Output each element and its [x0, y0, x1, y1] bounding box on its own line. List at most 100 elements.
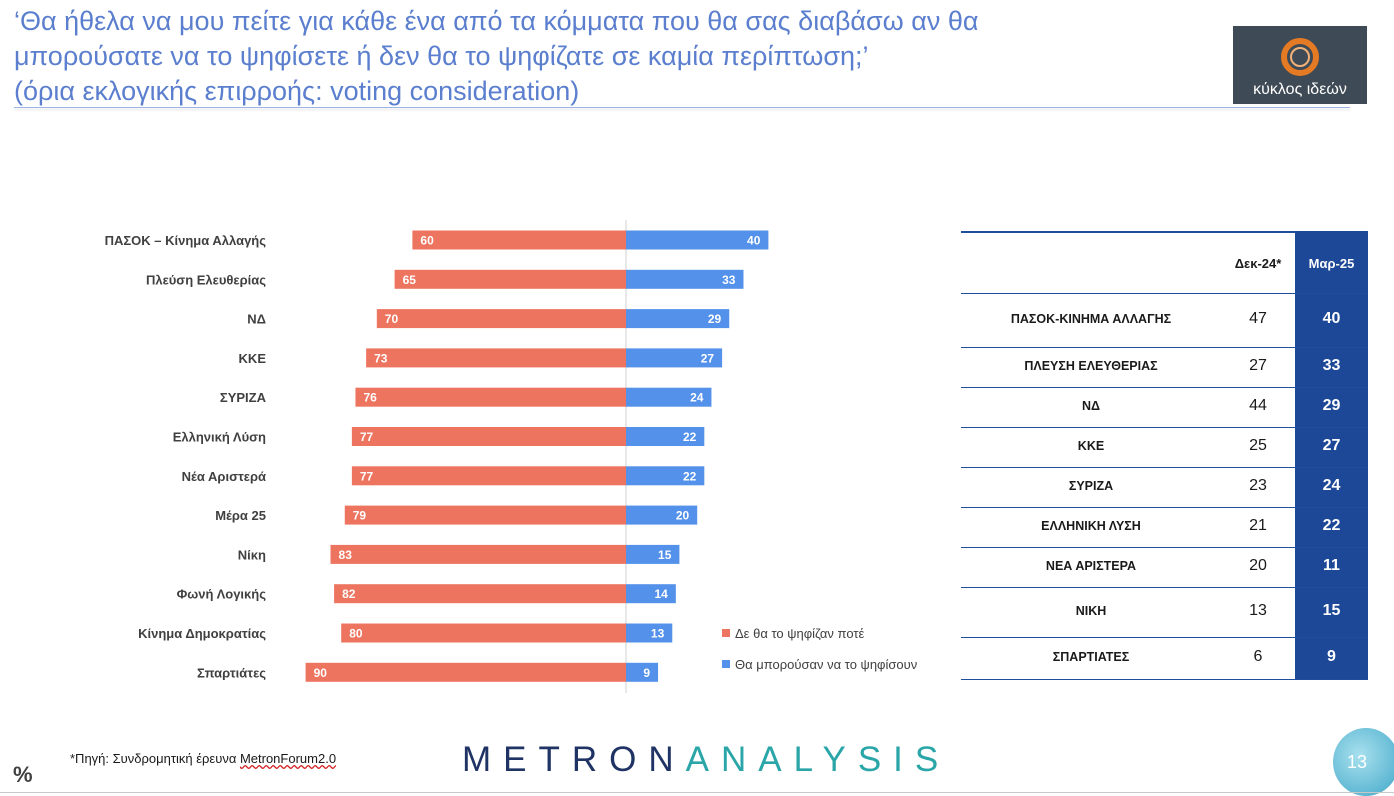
table-separator — [961, 679, 1368, 680]
bar-could-label: 22 — [683, 430, 697, 444]
table-row-dec24: 27 — [1249, 357, 1267, 374]
bar-never-label: 60 — [420, 234, 434, 248]
kyklos-ideon-logo: κύκλος ιδεών — [1233, 26, 1367, 104]
legend-label-never: Δε θα το ψηφίζαν ποτέ — [735, 626, 865, 641]
bar-could — [626, 309, 730, 329]
bar-never — [330, 544, 626, 564]
table-row-dec24: 47 — [1249, 310, 1267, 327]
category-label: Ελληνική Λύση — [173, 430, 266, 445]
bar-could — [626, 466, 705, 486]
diverging-bar-chart: ΠΑΣΟΚ – Κίνημα Αλλαγής 60 40 Πλεύση Ελευθερ… — [105, 220, 769, 693]
bar-could-label: 9 — [643, 666, 650, 680]
bar-could-label: 33 — [722, 273, 736, 287]
bar-never-label: 83 — [339, 548, 353, 562]
table-row-mar25: 29 — [1322, 397, 1341, 414]
bar-never-label: 77 — [360, 430, 374, 444]
bar-could-label: 14 — [654, 587, 668, 601]
bar-could — [626, 623, 673, 643]
table-separator — [961, 507, 1368, 508]
table-separator — [961, 637, 1368, 638]
bar-could-label: 29 — [708, 312, 722, 326]
bar-could — [626, 662, 659, 682]
bar-never — [376, 309, 626, 329]
category-label: Κίνημα Δημοκρατίας — [138, 626, 266, 641]
source-note: *Πηγή: Συνδρομητική έρευνα MetronForum2.… — [70, 751, 336, 766]
category-label: ΚΚΕ — [239, 351, 267, 366]
bar-could — [626, 505, 698, 525]
category-label: Φωνή Λογικής — [177, 587, 267, 602]
category-label: Πλεύση Ελευθερίας — [146, 272, 266, 287]
table-header-mar25: Μαρ-25 — [1308, 256, 1355, 271]
table-row-name: ΣΠΑΡΤΙΑΤΕΣ — [1052, 650, 1130, 664]
brand-part-analysis: ANALYSIS — [685, 740, 951, 779]
bar-never — [351, 466, 626, 486]
table-row-mar25: 9 — [1327, 648, 1336, 665]
bar-never — [394, 269, 626, 289]
bar-could — [626, 269, 744, 289]
table-row-name: ΣΥΡΙΖΑ — [1068, 479, 1114, 493]
table-separator — [961, 293, 1368, 294]
category-label: ΝΔ — [247, 312, 266, 327]
table-row-dec24: 25 — [1249, 437, 1267, 454]
bar-could — [626, 584, 676, 604]
table-row-dec24: 21 — [1249, 517, 1267, 534]
table-separator — [961, 387, 1368, 388]
table-top-rule — [961, 231, 1295, 233]
table-row-name: ΠΛΕΥΣΗ ΕΛΕΥΘΕΡΙΑΣ — [1024, 359, 1158, 373]
bar-could — [626, 387, 712, 407]
table-row-mar25: 27 — [1322, 437, 1341, 454]
bar-never-label: 73 — [374, 351, 388, 365]
source-prefix: *Πηγή: Συνδρομητική έρευνα — [70, 751, 240, 766]
legend-item-could: Θα μπορούσαν να το ψηφίσουν — [722, 657, 917, 672]
bar-never — [344, 505, 626, 525]
bottom-divider — [0, 792, 1394, 793]
bar-never — [341, 623, 626, 643]
bar-never — [355, 387, 626, 407]
table-row-mar25: 15 — [1322, 602, 1341, 619]
table-row-dec24: 13 — [1249, 602, 1267, 619]
bar-could-label: 24 — [690, 391, 704, 405]
bar-never-label: 80 — [349, 627, 363, 641]
metron-analysis-logo: METRONANALYSIS — [462, 740, 950, 780]
bar-never-label: 70 — [385, 312, 399, 326]
table-separator — [961, 587, 1368, 588]
bar-never — [366, 348, 626, 368]
legend-item-never: Δε θα το ψηφίζαν ποτέ — [722, 626, 864, 641]
bar-could-label: 20 — [676, 509, 690, 523]
table-row-mar25: 40 — [1322, 310, 1341, 327]
table-row-name: ΚΚΕ — [1077, 439, 1105, 453]
bar-could-label: 27 — [701, 351, 715, 365]
table-row-mar25: 33 — [1322, 357, 1341, 374]
table-row-name: ΝΙΚΗ — [1075, 604, 1107, 618]
bar-never-label: 77 — [360, 469, 374, 483]
category-label: Νέα Αριστερά — [182, 469, 266, 484]
page-number-badge: 13 — [1333, 728, 1394, 796]
bar-could-label: 22 — [683, 469, 697, 483]
title-divider — [14, 107, 1350, 108]
percent-symbol: % — [13, 762, 33, 787]
table-row-dec24: 23 — [1249, 477, 1267, 494]
table-row-name: ΠΑΣΟΚ-ΚΙΝΗΜΑ ΑΛΛΑΓΗΣ — [1010, 312, 1172, 326]
table-row-dec24: 44 — [1249, 397, 1267, 414]
table-separator — [961, 347, 1368, 348]
category-label: ΣΥΡΙΖΑ — [220, 390, 267, 405]
bar-could — [626, 348, 723, 368]
bar-never-label: 82 — [342, 587, 356, 601]
table-row-mar25: 22 — [1322, 517, 1341, 534]
legend-swatch-never — [722, 629, 730, 637]
bar-could-label: 15 — [658, 548, 672, 562]
bar-could-label: 40 — [747, 234, 761, 248]
bar-could — [626, 544, 680, 564]
category-label: Νίκη — [238, 547, 266, 562]
logo-text: κύκλος ιδεών — [1253, 81, 1347, 98]
table-row-dec24: 20 — [1249, 557, 1267, 574]
table-separator — [961, 467, 1368, 468]
table-row-mar25: 24 — [1322, 477, 1341, 494]
table-row-name: ΝΔ — [1081, 399, 1100, 413]
bar-never — [305, 662, 626, 682]
bar-never-label: 90 — [314, 666, 328, 680]
bar-never-label: 65 — [403, 273, 417, 287]
legend-label-could: Θα μπορούσαν να το ψηφίσουν — [735, 657, 918, 672]
table-row-mar25: 11 — [1323, 557, 1340, 574]
comparison-table: Δεκ-24* Μαρ-25 ΠΑΣΟΚ-ΚΙΝΗΜΑ ΑΛΛΑΓΗΣ 47 40 Π… — [961, 231, 1368, 680]
